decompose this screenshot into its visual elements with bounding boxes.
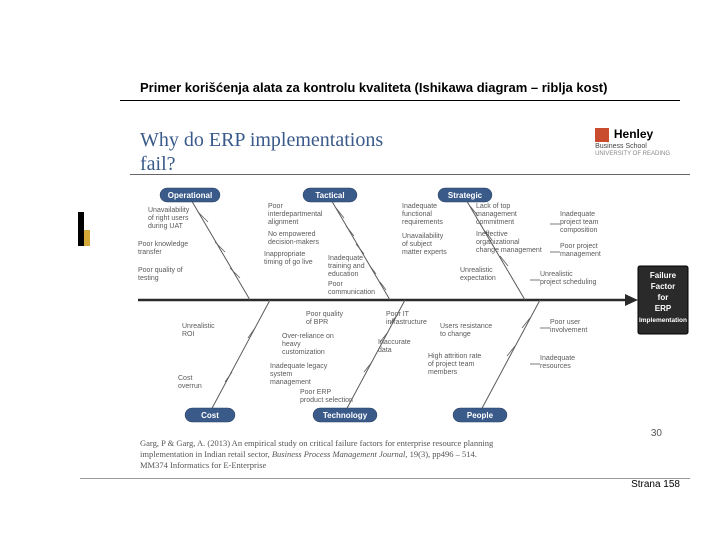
svg-text:Lack of topmanagementcommitmen: Lack of topmanagementcommitment	[476, 203, 517, 226]
top-cat-0: Operational	[160, 188, 220, 202]
svg-text:Over-reliance onheavycustomiza: Over-reliance onheavycustomization	[282, 333, 334, 356]
svg-text:Poor projectmanagement: Poor projectmanagement	[560, 243, 601, 258]
logo-name: Henley	[614, 128, 653, 141]
top-bones	[190, 198, 525, 300]
fishbone-diagram: Failure Factor for ERP Implementation Op…	[120, 180, 690, 430]
page-number: Strana 158	[631, 479, 680, 490]
svg-text:Strategic: Strategic	[448, 191, 483, 200]
svg-text:Cost: Cost	[201, 411, 219, 420]
svg-text:Poor qualityof BPR: Poor qualityof BPR	[306, 311, 343, 326]
svg-text:Poor ERPproduct selection: Poor ERPproduct selection	[300, 389, 353, 404]
henley-logo: Henley Business School UNIVERSITY OF REA…	[595, 128, 670, 157]
svg-text:No empowereddecision-makers: No empowereddecision-makers	[268, 231, 319, 246]
causes-tactical: Poorinterdepartmentalalignment No empowe…	[264, 203, 386, 296]
svg-text:Poor userinvolvement: Poor userinvolvement	[550, 319, 587, 334]
svg-text:Tactical: Tactical	[315, 191, 344, 200]
citation-line2a: implementation in Indian retail sector,	[140, 449, 272, 459]
causes-technology: Poor qualityof BPR Over-reliance onheavy…	[270, 311, 427, 404]
slide-title-underline	[120, 100, 680, 101]
svg-text:Unavailabilityof right usersdu: Unavailabilityof right usersduring UAT	[148, 207, 190, 230]
citation: Garg, P & Garg, A. (2013) An empirical s…	[140, 438, 680, 471]
svg-text:Inadequate legacysystemmanagem: Inadequate legacysystemmanagement	[270, 363, 328, 386]
svg-text:Poorcommunication: Poorcommunication	[328, 281, 375, 296]
svg-text:Inadequateresources: Inadequateresources	[540, 355, 575, 370]
citation-line2c: , 19(3), pp496 – 514.	[405, 449, 477, 459]
causes-people: Users resistanceto change High attrition…	[428, 318, 587, 376]
top-cat-1: Tactical	[303, 188, 357, 202]
svg-text:People: People	[467, 411, 494, 420]
svg-text:Inadequatetraining andeducatio: Inadequatetraining andeducation	[328, 255, 365, 278]
head-line3: for	[658, 293, 669, 302]
head-line4: ERP	[655, 304, 672, 313]
bot-cat-1: Technology	[313, 408, 377, 422]
head-line2: Factor	[651, 282, 675, 291]
svg-text:Inappropriatetiming of go live: Inappropriatetiming of go live	[264, 251, 313, 266]
citation-line3: MM374 Informatics for E-Enterprise	[140, 460, 266, 470]
chart-title-line2: fail?	[140, 153, 176, 175]
head-line1: Failure	[650, 271, 677, 280]
bot-cat-2: People	[453, 408, 507, 422]
svg-text:UnrealisticROI: UnrealisticROI	[182, 323, 215, 338]
svg-text:Poor quality oftesting: Poor quality oftesting	[138, 267, 183, 282]
logo-icon	[595, 128, 609, 142]
svg-text:Poorinterdepartmentalalignment: Poorinterdepartmentalalignment	[268, 203, 323, 226]
slide-title: Primer korišćenja alata za kontrolu kval…	[140, 80, 607, 95]
slide-accent	[78, 212, 84, 251]
causes-operational: Unavailabilityof right usersduring UAT P…	[138, 207, 240, 282]
chart-title: Why do ERP implementations fail?	[140, 128, 383, 176]
chart-title-line1: Why do ERP implementations	[140, 129, 383, 151]
svg-text:Unrealisticproject scheduling: Unrealisticproject scheduling	[540, 271, 597, 286]
chart-title-underline	[130, 174, 690, 175]
svg-text:Poor knowledgetransfer: Poor knowledgetransfer	[138, 241, 188, 256]
svg-text:Inaccuratedata: Inaccuratedata	[378, 339, 411, 354]
svg-text:High attrition rateof project: High attrition rateof project teammember…	[428, 353, 481, 376]
svg-text:Technology: Technology	[323, 411, 368, 420]
footer-rule	[80, 478, 690, 479]
causes-cost: UnrealisticROI Costoverrun	[178, 323, 255, 390]
top-cat-2: Strategic	[438, 188, 492, 202]
citation-line1: Garg, P & Garg, A. (2013) An empirical s…	[140, 438, 493, 448]
svg-text:Inadequatefunctionalrequiremen: Inadequatefunctionalrequirements	[402, 203, 443, 226]
bot-cat-0: Cost	[185, 408, 235, 422]
logo-sub2: UNIVERSITY OF READING	[595, 151, 670, 158]
svg-text:Operational: Operational	[168, 191, 212, 200]
svg-text:Inadequateproject teamcomposit: Inadequateproject teamcomposition	[560, 211, 599, 234]
spine-arrow	[625, 294, 638, 306]
svg-text:Unavailabilityof subjectmatter: Unavailabilityof subjectmatter experts	[402, 233, 447, 256]
causes-strategic: Inadequatefunctionalrequirements Unavail…	[402, 203, 601, 286]
svg-text:Ineffectiveorganizationalchang: Ineffectiveorganizationalchange manageme…	[476, 231, 542, 254]
head-line5: Implementation	[639, 317, 687, 324]
svg-text:Costoverrun: Costoverrun	[178, 375, 202, 390]
logo-sub1: Business School	[595, 143, 670, 151]
svg-text:Users resistanceto change: Users resistanceto change	[440, 323, 492, 338]
citation-line2b: Business Process Management Journal	[272, 449, 406, 459]
bottom-bones	[210, 300, 540, 412]
svg-text:Poor ITinfrastructure: Poor ITinfrastructure	[386, 311, 427, 326]
svg-text:Unrealisticexpectation: Unrealisticexpectation	[460, 267, 496, 282]
